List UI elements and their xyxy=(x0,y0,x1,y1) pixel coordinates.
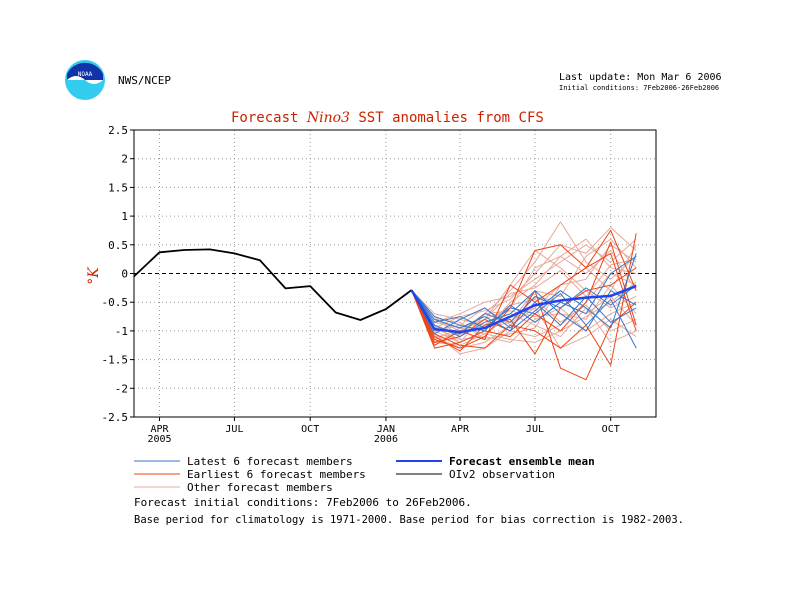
earliest-member-line xyxy=(411,252,637,346)
latest-member-line xyxy=(411,255,637,332)
observation-series-line xyxy=(133,248,413,321)
earliest-member-line xyxy=(411,241,637,349)
y-tick-label: -2 xyxy=(115,382,128,395)
x-tick-label: JUL xyxy=(225,424,243,435)
noaa-logo: NOAA xyxy=(65,60,105,100)
other-member-line xyxy=(411,227,637,329)
y-tick-label: 2.5 xyxy=(108,124,128,137)
last-update-label: Last update: Mon Mar 6 2006 xyxy=(559,72,722,83)
other-member-line xyxy=(411,258,637,329)
legend-label-obs: OIv2 observation xyxy=(449,468,555,481)
legend-label-mean: Forecast ensemble mean xyxy=(449,455,595,468)
earliest-member-line xyxy=(411,267,637,355)
x-tick-label: APR xyxy=(150,424,169,435)
latest-member-line xyxy=(411,253,637,332)
x-tick-label: OCT xyxy=(602,424,620,435)
y-tick-label: 0.5 xyxy=(108,239,128,252)
legend-label-earliest: Earliest 6 forecast members xyxy=(187,468,366,481)
grid-lines xyxy=(130,129,656,421)
y-tick-label: 0 xyxy=(121,268,128,281)
other-members-lines xyxy=(411,221,637,355)
y-tick-label: 1.5 xyxy=(108,181,128,194)
y-tick-label: -0.5 xyxy=(102,296,129,309)
legend: Latest 6 forecast members Earliest 6 for… xyxy=(134,455,595,494)
logo-text: NOAA xyxy=(78,71,93,78)
chart-title-suffix: SST anomalies from CFS xyxy=(350,110,544,126)
earliest-member-line xyxy=(411,233,637,366)
y-tick-label: 2 xyxy=(121,153,128,166)
footer-line-2: Base period for climatology is 1971-2000… xyxy=(134,514,684,526)
footer-line-1: Forecast initial conditions: 7Feb2006 to… xyxy=(134,496,472,509)
chart-title-prefix: Forecast xyxy=(231,110,307,126)
y-axis-label: °K xyxy=(86,266,102,285)
observation-line xyxy=(133,248,413,321)
x-tick-label: JUL xyxy=(526,424,544,435)
legend-label-other: Other forecast members xyxy=(187,481,333,494)
latest-member-line xyxy=(411,289,637,335)
y-tick-label: 1 xyxy=(121,210,128,223)
chart-title: Forecast Nino3 SST anomalies from CFS xyxy=(231,110,544,126)
legend-label-latest: Latest 6 forecast members xyxy=(187,455,353,468)
ensemble-mean-series-line xyxy=(410,284,637,334)
other-member-line xyxy=(411,289,637,343)
other-member-line xyxy=(411,238,637,323)
x-tick-label: APR xyxy=(451,424,470,435)
y-tick-labels: 2.5 2 1.5 1 0.5 0 -0.5 -1 -1.5 -2 -2.5 xyxy=(102,124,129,424)
chart-title-index: Nino3 xyxy=(306,110,350,126)
agency-label: NWS/NCEP xyxy=(118,74,171,87)
y-tick-label: -1.5 xyxy=(102,354,129,367)
x-tick-year-label: 2006 xyxy=(374,434,398,445)
initial-conditions-short: Initial conditions: 7Feb2006-26Feb2006 xyxy=(559,84,719,92)
x-tick-label: OCT xyxy=(301,424,319,435)
y-tick-label: -2.5 xyxy=(102,411,129,424)
plot-frame xyxy=(133,129,657,418)
x-tick-year-label: 2005 xyxy=(147,434,171,445)
x-tick-label: JAN xyxy=(377,424,395,435)
earliest-members-lines xyxy=(411,229,637,381)
other-member-line xyxy=(411,289,637,349)
ensemble-mean-line xyxy=(410,284,637,334)
y-tick-label: -1 xyxy=(115,325,128,338)
